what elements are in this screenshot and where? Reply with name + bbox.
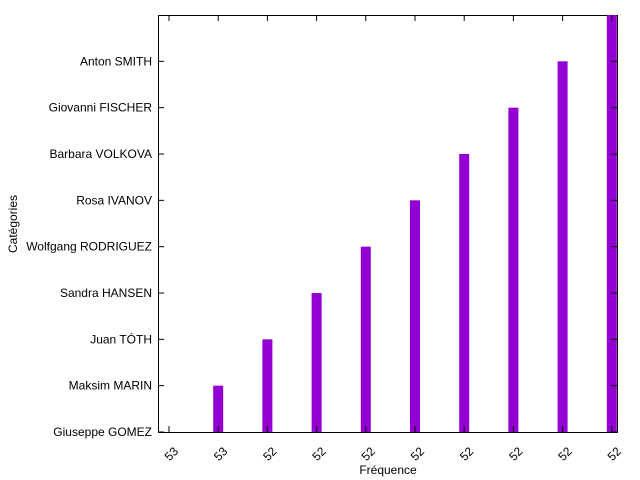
y-tick-label-4: Wolfgang RODRIGUEZ xyxy=(26,240,152,254)
bar-5 xyxy=(410,200,420,432)
x-tick-label-2: 52 xyxy=(260,444,280,464)
x-axis-ticks: 53 53 52 52 52 52 52 52 52 52 xyxy=(162,15,624,464)
bar-9 xyxy=(606,15,617,432)
x-tick-label-8: 52 xyxy=(555,444,575,464)
bar-2 xyxy=(262,339,273,432)
y-tick-label-7: Giovanni FISCHER xyxy=(49,101,153,115)
y-tick-label-3: Sandra HANSEN xyxy=(60,286,152,300)
y-tick-label-8: Anton SMITH xyxy=(80,54,152,68)
bar-4 xyxy=(360,246,371,432)
y-tick-label-1: Maksim MARIN xyxy=(69,379,152,393)
plot-frame xyxy=(158,15,618,433)
x-tick-label-6: 52 xyxy=(457,444,477,464)
bar-7 xyxy=(508,107,519,433)
bar-6 xyxy=(459,154,470,432)
bar-3 xyxy=(311,293,322,432)
y-tick-label-0: Giuseppe GOMEZ xyxy=(53,425,152,439)
x-tick-label-7: 52 xyxy=(506,444,526,464)
x-tick-label-3: 52 xyxy=(309,444,329,464)
bar-1 xyxy=(213,385,224,432)
x-tick-label-4: 52 xyxy=(359,444,379,464)
x-tick-label-9: 52 xyxy=(605,444,625,464)
x-tick-label-1: 53 xyxy=(211,444,231,464)
y-tick-label-2: Juan TÓTH xyxy=(90,331,152,346)
y-axis-ticks: Giuseppe GOMEZ Maksim MARIN Juan TÓTH Sandr… xyxy=(26,54,617,439)
y-tick-label-5: Rosa IVANOV xyxy=(76,193,152,207)
y-tick-label-6: Barbara VOLKOVA xyxy=(50,147,153,161)
x-tick-label-5: 52 xyxy=(408,444,428,464)
x-tick-label-0: 53 xyxy=(162,444,182,464)
y-axis-title: Catégories xyxy=(6,195,20,253)
x-axis-title: Fréquence xyxy=(359,463,417,477)
bar-8 xyxy=(557,61,568,432)
bars-group xyxy=(213,15,617,433)
